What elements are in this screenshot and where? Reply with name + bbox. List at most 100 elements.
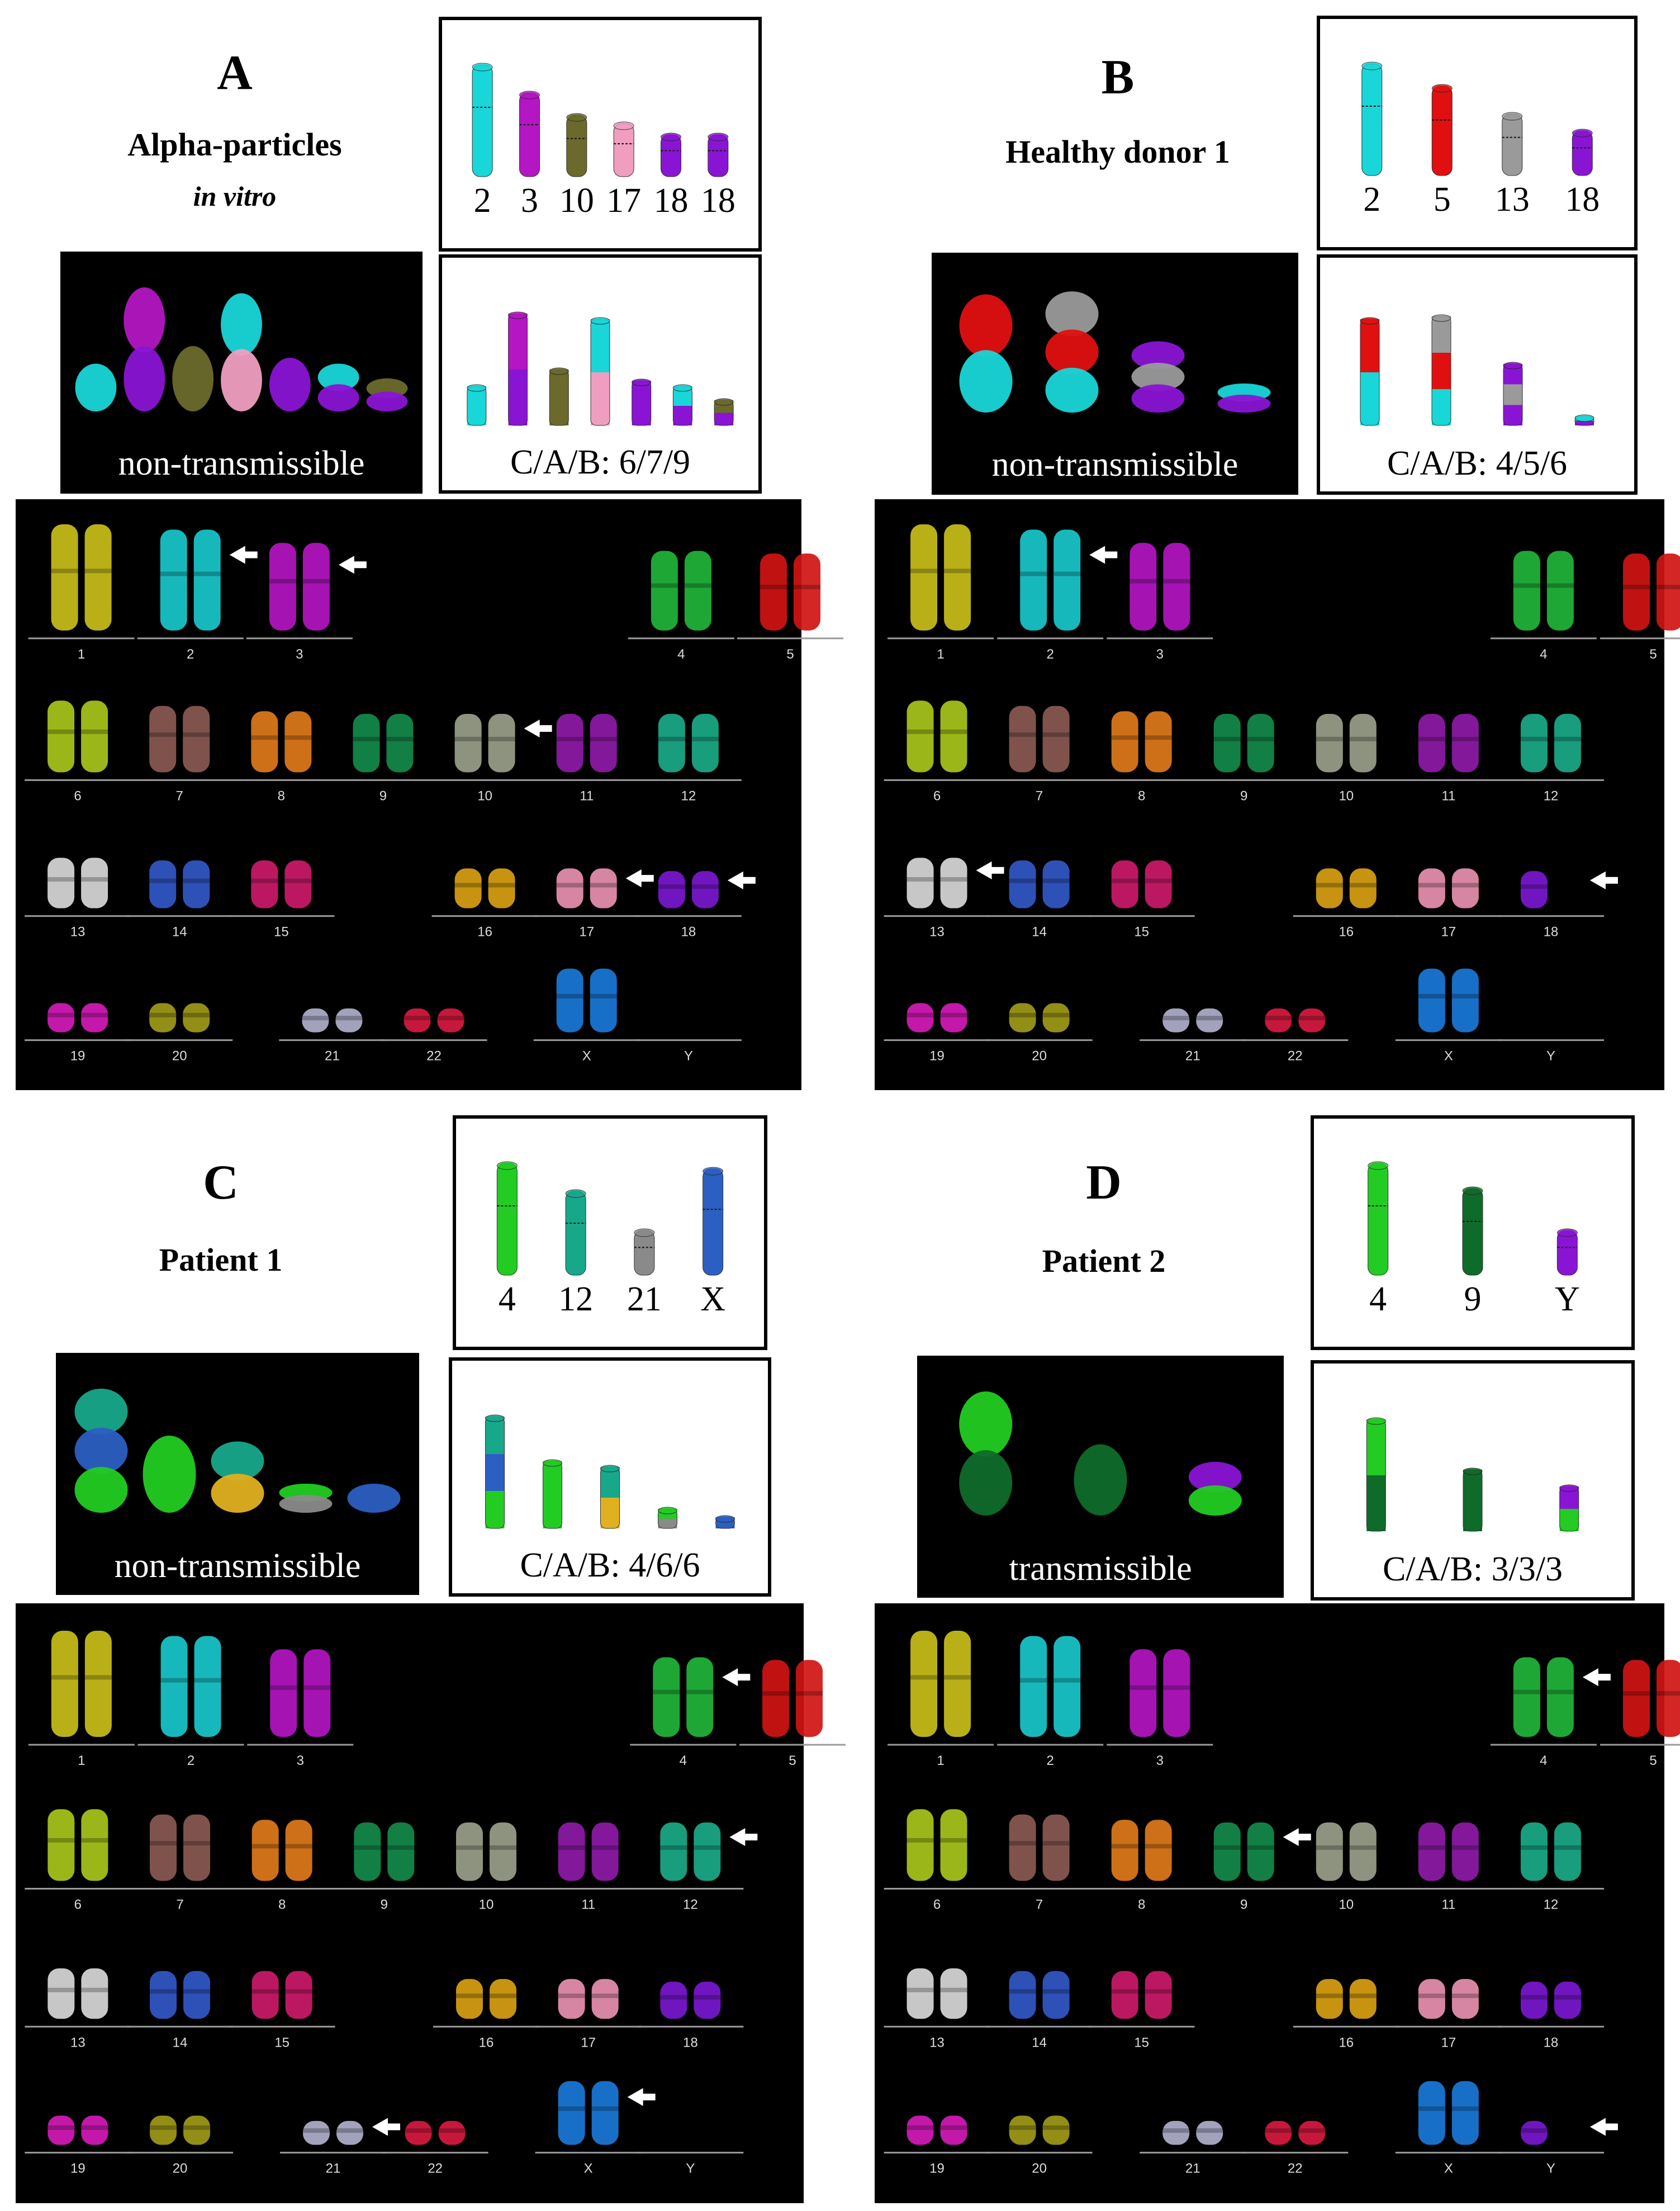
karyotype-chromosome-20 bbox=[150, 2115, 210, 2145]
karyotype-label: 2 bbox=[187, 1753, 194, 1768]
karyotype-chromosome-19 bbox=[48, 2115, 108, 2145]
karyotype-chromosome-9 bbox=[1213, 714, 1274, 773]
karyotype-label: 1 bbox=[78, 1753, 85, 1768]
fish-chromosome bbox=[124, 287, 165, 411]
involved-chromosome-4-icon bbox=[496, 1161, 518, 1276]
karyotype-chromosome-2 bbox=[160, 1636, 221, 1737]
karyotype-label: 17 bbox=[581, 2035, 596, 2050]
karyotype-label: 16 bbox=[477, 925, 492, 940]
karyotype-label: 8 bbox=[278, 789, 285, 804]
karyotype-label: 20 bbox=[1032, 2161, 1047, 2176]
karyotype-label: 10 bbox=[1339, 1897, 1354, 1912]
involved-chromosome-label: 18 bbox=[700, 182, 735, 220]
karyotype-label: 15 bbox=[274, 925, 289, 940]
karyotype-label: 11 bbox=[581, 1897, 595, 1912]
involved-chromosome-17-icon bbox=[613, 121, 634, 177]
karyotype-label: 8 bbox=[1138, 789, 1145, 804]
karyotype-label: X bbox=[1444, 2161, 1453, 2176]
karyotype-chromosome-6 bbox=[48, 1809, 108, 1881]
panel-a-karyotype: 1 2 3 4 5 6 7 8 9 10 11 12 13 14 15 16 17 18 19 20 21 22 X Y bbox=[16, 499, 843, 1090]
karyotype-chromosome-8 bbox=[251, 1820, 312, 1881]
karyotype-chromosome-11 bbox=[1418, 714, 1479, 773]
karyotype-label: 3 bbox=[296, 647, 303, 662]
fish-chromosome bbox=[1045, 291, 1099, 413]
involved-chromosome-label: Y bbox=[1554, 1280, 1580, 1318]
aberrant-chromosome-icon bbox=[714, 398, 734, 426]
fish-chromosome bbox=[959, 294, 1013, 413]
panel-d-aberration-box: C/A/B: 3/3/3 bbox=[1311, 1360, 1635, 1601]
aberrant-chromosome-icon bbox=[590, 317, 610, 426]
karyotype-chromosome-5 bbox=[1623, 1660, 1680, 1737]
karyotype-label: 15 bbox=[1134, 925, 1149, 940]
aberrant-chromosome-icon bbox=[672, 384, 692, 426]
karyotype-label: Y bbox=[1546, 1049, 1555, 1064]
karyotype-label: 17 bbox=[1441, 925, 1456, 940]
karyotype-chromosome-16 bbox=[1316, 868, 1377, 908]
karyotype-label: Y bbox=[686, 2161, 695, 2176]
karyotype-label: 6 bbox=[933, 1897, 941, 1912]
involved-chromosome-18-icon bbox=[1572, 129, 1593, 176]
panel-a-fish-image: non-transmissible bbox=[60, 252, 423, 494]
karyotype-label: 19 bbox=[70, 1049, 86, 1064]
fish-chromosome bbox=[1188, 1462, 1242, 1516]
involved-chromosome-label: 21 bbox=[627, 1280, 662, 1318]
karyotype-chromosome-16 bbox=[456, 1979, 516, 2019]
aberrant-chromosome-icon bbox=[600, 1465, 620, 1529]
karyotype-label: Y bbox=[1546, 2161, 1555, 2176]
karyotype-chromosome-6 bbox=[907, 1809, 967, 1881]
karyotype-chromosome-X bbox=[558, 2081, 619, 2145]
karyotype-chromosome-14 bbox=[149, 860, 210, 908]
aberration-arrow-icon bbox=[1089, 546, 1118, 564]
fish-chromosome bbox=[143, 1436, 196, 1513]
fish-chromosome bbox=[172, 346, 214, 411]
karyotype-chromosome-13 bbox=[907, 858, 967, 908]
karyotype-label: 14 bbox=[173, 2035, 188, 2050]
involved-chromosome-label: 4 bbox=[1369, 1280, 1387, 1318]
fish-chromosome bbox=[74, 1389, 128, 1513]
karyotype-label: 13 bbox=[70, 2035, 86, 2050]
involved-chromosome-2-icon bbox=[1361, 61, 1383, 176]
karyotype-chromosome-19 bbox=[48, 1003, 108, 1033]
karyotype-chromosome-13 bbox=[907, 1968, 967, 2019]
aberration-arrow-icon bbox=[722, 1668, 751, 1687]
panel-c-transmissibility: non-transmissible bbox=[114, 1547, 361, 1585]
karyotype-chromosome-11 bbox=[556, 714, 617, 773]
karyotype-chromosome-22 bbox=[1265, 2120, 1326, 2145]
panel-a-title: Alpha-particles bbox=[127, 126, 342, 163]
karyotype-label: 15 bbox=[1134, 2035, 1149, 2050]
aberration-arrow-icon bbox=[1283, 1828, 1311, 1847]
panel-a-letter: A bbox=[217, 46, 253, 100]
karyotype-chromosome-8 bbox=[251, 711, 312, 773]
karyotype-label: 1 bbox=[937, 1753, 944, 1768]
karyotype-label: 20 bbox=[1032, 1049, 1047, 1064]
aberration-arrow-icon bbox=[625, 869, 654, 888]
karyotype-chromosome-5 bbox=[1623, 553, 1680, 631]
fish-chromosome bbox=[317, 363, 359, 411]
karyotype-label: 21 bbox=[1185, 1049, 1200, 1064]
aberrant-chromosome-icon bbox=[1574, 414, 1594, 426]
fish-chromosome bbox=[279, 1484, 333, 1513]
involved-chromosome-18-icon bbox=[708, 132, 729, 177]
karyotype-chromosome-11 bbox=[558, 1822, 619, 1881]
aberrant-chromosome-icon bbox=[632, 378, 652, 426]
aberrant-chromosome-icon bbox=[1463, 1467, 1483, 1532]
karyotype-chromosome-17 bbox=[558, 1979, 619, 2019]
aberration-arrow-icon bbox=[627, 2088, 656, 2106]
involved-chromosome-4-icon bbox=[1368, 1161, 1389, 1276]
panel-a-cab-label: C/A/B: 6/7/9 bbox=[510, 443, 691, 481]
karyotype-label: 5 bbox=[789, 1753, 796, 1768]
karyotype-chromosome-17 bbox=[1418, 868, 1479, 908]
aberrant-chromosome-icon bbox=[467, 384, 487, 426]
karyotype-chromosome-5 bbox=[760, 553, 820, 631]
panel-d-involved-box: 4 9 Y bbox=[1311, 1115, 1635, 1350]
fish-chromosome bbox=[959, 1391, 1013, 1516]
fish-chromosome bbox=[75, 363, 117, 411]
karyotype-chromosome-20 bbox=[1009, 2115, 1070, 2145]
karyotype-label: 11 bbox=[1441, 789, 1455, 804]
aberrant-chromosome-icon bbox=[1360, 317, 1380, 426]
karyotype-label: 11 bbox=[1441, 1897, 1455, 1912]
fish-chromosome bbox=[211, 1441, 264, 1513]
karyotype-chromosome-X bbox=[1418, 2081, 1479, 2145]
aberration-arrow-icon bbox=[1582, 1668, 1611, 1687]
karyotype-chromosome-4 bbox=[651, 551, 711, 631]
